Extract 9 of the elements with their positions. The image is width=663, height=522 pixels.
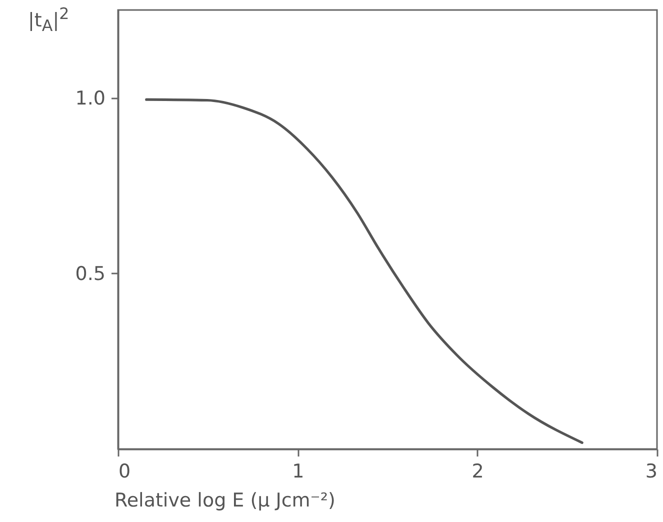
x-axis-title: Relative log E (μ Jcm⁻²) xyxy=(114,490,336,512)
x-tick-label: 0 xyxy=(118,460,131,482)
x-tick-label: 2 xyxy=(472,460,484,482)
y-tick-label: 1.0 xyxy=(75,87,106,110)
line-series xyxy=(145,98,584,444)
x-tick-label: 3 xyxy=(645,460,658,482)
y-axis-title: |t$_{A}$|$^{2}$ xyxy=(28,4,70,36)
x-tick-label: 1 xyxy=(292,460,304,482)
y-tick-label: 0.5 xyxy=(75,262,106,285)
